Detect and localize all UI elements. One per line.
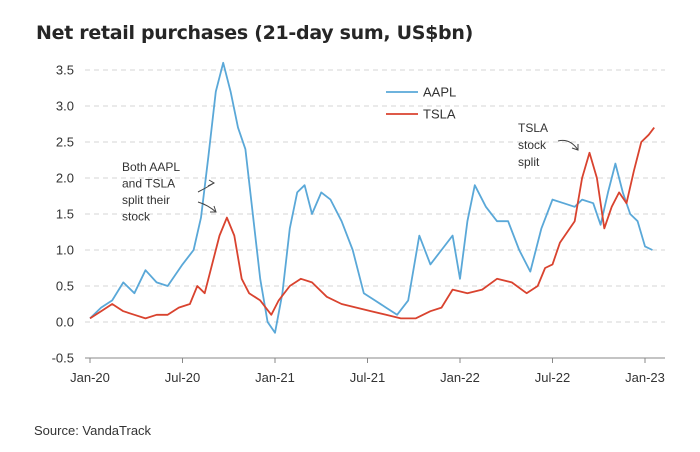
x-tick-label: Jan-22 [440, 370, 480, 385]
annotation-tsla-split-text: TSLA [518, 121, 548, 135]
annotation-split-text: Both AAPL [122, 160, 180, 174]
gridlines [85, 69, 665, 359]
x-tick-label: Jan-20 [70, 370, 110, 385]
y-tick-label: 1.5 [56, 207, 74, 222]
annotation-arrow-tsla-split [557, 139, 579, 151]
annotation-split-text: stock [122, 210, 151, 224]
annotation-split-text: and TSLA [122, 177, 175, 191]
chart-title: Net retail purchases (21-day sum, US$bn) [36, 22, 473, 44]
legend: AAPL TSLA [386, 85, 456, 122]
legend-label-aapl: AAPL [423, 85, 456, 100]
x-tick-label: Jul-22 [535, 370, 570, 385]
y-tick-label: 1.0 [56, 243, 74, 258]
y-tick-label: -0.5 [52, 351, 74, 366]
annotation-split-text: split their [122, 193, 170, 207]
x-axis: Jan-20 Jul-20 Jan-21 Jul-21 Jan-22 Jul-22 Jan-… [70, 357, 665, 385]
annotation-arrowhead-tsla [210, 205, 217, 213]
annotation-arrow-tsla [197, 201, 217, 213]
annotation-tsla-split-text: stock [518, 138, 547, 152]
y-axis-ticks: 3.5 3.0 2.5 2.0 1.5 1.0 0.5 0.0 -0.5 [52, 63, 74, 366]
source-note: Source: VandaTrack [34, 423, 152, 438]
x-tick-label: Jan-23 [625, 370, 665, 385]
x-tick-label: Jan-21 [255, 370, 295, 385]
y-tick-label: 2.5 [56, 135, 74, 150]
legend-label-tsla: TSLA [423, 107, 456, 122]
y-tick-label: 2.0 [56, 171, 74, 186]
y-tick-label: 3.5 [56, 63, 74, 78]
series-line-tsla [89, 127, 655, 320]
annotation-arrowhead-aapl [207, 179, 216, 187]
series-line-aapl [89, 61, 653, 334]
annotations: Both AAPL and TSLA split their stock TSLA sto… [122, 121, 579, 224]
annotation-tsla-split-text: split [518, 155, 540, 169]
y-tick-label: 3.0 [56, 99, 74, 114]
y-tick-label: 0.0 [56, 315, 74, 330]
x-tick-label: Jul-20 [165, 370, 200, 385]
y-tick-label: 0.5 [56, 279, 74, 294]
series-lines [89, 61, 655, 334]
annotation-arrowhead-tsla-split [571, 144, 579, 151]
x-tick-label: Jul-21 [350, 370, 385, 385]
